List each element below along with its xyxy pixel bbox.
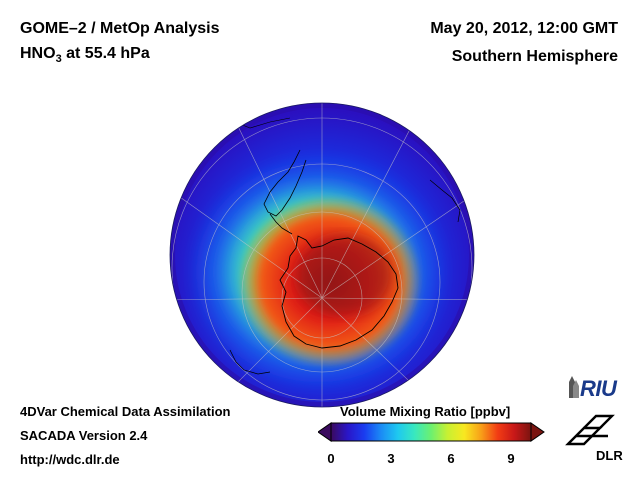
- species-label: HNO3 at 55.4 hPa: [20, 45, 150, 65]
- species-subscript: 3: [55, 53, 62, 66]
- colorbar: [318, 422, 545, 442]
- map-title: GOME–2 / MetOp Analysis: [20, 20, 220, 37]
- colorbar-tick-label: 9: [507, 451, 515, 466]
- australia-coastline: [429, 179, 461, 223]
- riu-logo: RIU: [580, 376, 617, 401]
- website-link[interactable]: http://wdc.dlr.de: [20, 452, 120, 467]
- colorbar-min-arrow: [318, 422, 332, 442]
- colorbar-tick-label: 0: [327, 451, 335, 466]
- colorbar-tick-label: 6: [447, 451, 455, 466]
- assimilation-label: 4DVar Chemical Data Assimilation: [20, 404, 231, 419]
- riu-logo-mark: [569, 376, 579, 398]
- hemisphere-label: Southern Hemisphere: [451, 48, 618, 65]
- species-suffix: at 55.4 hPa: [61, 45, 150, 62]
- dlr-logo: DLR: [596, 448, 623, 463]
- analysis-datetime: May 20, 2012, 12:00 GMT: [430, 20, 618, 37]
- colorbar-tick-label: 3: [387, 451, 395, 466]
- colorbar-gradient: [330, 422, 532, 442]
- south-america-coastline: [263, 149, 307, 235]
- antarctica-coastline: [279, 235, 399, 349]
- colorbar-title: Volume Mixing Ratio [ppbv]: [340, 404, 511, 419]
- colorbar-max-arrow: [530, 422, 545, 442]
- africa-coastline: [229, 349, 271, 375]
- dlr-logo-mark: [565, 414, 615, 446]
- version-label: SACADA Version 2.4: [20, 428, 148, 443]
- species-prefix: HNO: [20, 45, 56, 62]
